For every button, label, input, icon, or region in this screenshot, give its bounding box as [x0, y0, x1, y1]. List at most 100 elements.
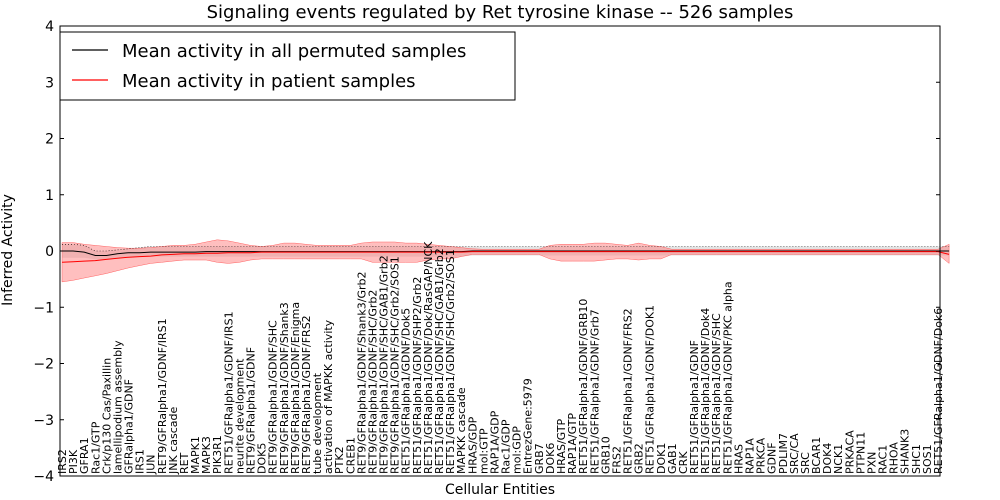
x-tick-label: RET51/GFRalpha1/GDNF: [688, 340, 701, 474]
x-tick-label: Rac1/GTP: [89, 421, 102, 474]
x-tick-label: tube development: [311, 372, 324, 474]
x-tick-label: SOS1: [921, 444, 934, 474]
x-tick-label: GFRalpha1/GDNF: [123, 379, 136, 474]
x-tick-label: MAPK3: [200, 436, 213, 474]
x-tick-label: RET9/GFRalpha1/GDNF/SHC: [267, 320, 280, 474]
y-tick-label: −3: [33, 413, 54, 429]
y-axis-label: Inferred Activity: [0, 194, 16, 306]
y-tick-label: −1: [33, 300, 54, 316]
x-tick-label: RET: [178, 452, 191, 474]
x-tick-label: RET9/GFRalpha1/GDNF/Shank3/Grb2: [355, 272, 368, 475]
x-tick-label: RET51/GFRalpha1/GDNF/SHP2/Grb2: [411, 277, 424, 474]
x-tick-label: RET51/GFRalpha1/GDNF/SHC/Grb2/SOS1: [444, 249, 457, 474]
x-tick-label: MAPKK cascade: [455, 387, 468, 474]
legend: Mean activity in all permuted samples Me…: [59, 31, 516, 101]
y-tick-label: −2: [33, 357, 54, 373]
x-tick-label: PTPN11: [854, 432, 867, 474]
x-tick-label: RET51/GFRalpha1/GDNF/SHC: [710, 313, 723, 474]
x-tick-label: CRK: [677, 451, 690, 474]
x-tick-label: RET51/GFRalpha1/GDNF/Dok6: [932, 308, 945, 474]
y-tick-label: −4: [33, 469, 54, 485]
plot-frame: [59, 25, 941, 477]
x-tick-label: RET9/GFRalpha1/GDNF/SHC/GAB1/Grb2: [378, 255, 391, 474]
x-tick-label: CREB1: [344, 437, 357, 474]
x-tick-label: PTK2: [333, 446, 346, 474]
x-tick-label: MAPK1: [189, 436, 202, 474]
y-tick-label: 3: [45, 75, 54, 91]
x-tick-label: RET9/GFRalpha1/GDNF/IRS1: [156, 318, 169, 474]
x-tick-label: RAC1: [877, 445, 890, 474]
x-tick-label: RET51/GFRalpha1/GDNF/IRS1: [222, 311, 235, 474]
x-tick-label: PXN: [866, 452, 879, 474]
x-tick-label: HRAS/GTP: [555, 418, 568, 474]
x-tick-label: GFRA1: [78, 437, 91, 474]
x-tick-label: RAP1A/GTP: [566, 413, 579, 474]
legend-label-patient: Mean activity in patient samples: [122, 71, 416, 92]
x-tick-label: lamellipodium assembly: [111, 340, 124, 474]
x-tick-label: RET9/GFRalpha1/GDNF/Enigma: [289, 302, 302, 474]
x-tick-label: RET51/GFRalpha1/GDNF/GRB10: [577, 299, 590, 474]
x-tick-label: RAP1A: [744, 438, 757, 474]
x-tick-label: DOK6: [544, 443, 557, 474]
x-tick-label: GRB7: [533, 443, 546, 474]
line-permuted: [62, 250, 950, 256]
x-tick-label: FRS2: [610, 446, 623, 474]
x-tick-label: IRS1: [134, 449, 147, 474]
x-tick-label: RET51/GFRalpha1/GDNF/FRS2: [622, 308, 635, 474]
line-patient: [61, 251, 950, 263]
x-tick-label: GRB10: [599, 436, 612, 474]
x-tick-label: PRKACA: [843, 430, 856, 474]
x-tick-label: JUN: [145, 454, 158, 475]
x-tick-label: PDLIM7: [777, 433, 790, 474]
y-tick-label: 1: [45, 188, 54, 204]
x-tick-label: RET51/GFRalpha1/GDNF/PKC alpha: [721, 281, 734, 474]
legend-label-permuted: Mean activity in all permuted samples: [122, 41, 466, 62]
x-tick-label: Rac1/GDP: [500, 419, 513, 474]
x-tick-label: RET51/GFRalpha1/GDNF/Grb7: [588, 309, 601, 474]
band-patient: [61, 239, 950, 283]
x-tick-label: RET51/GFRalpha1/GDNF/Dok/RasGAP/NCK: [422, 241, 435, 474]
x-tick-label: GRB2: [633, 443, 646, 474]
y-ticks: −4 −3 −2 −1 0 1 2 3 4: [33, 19, 940, 485]
y-tick-label: 0: [45, 244, 54, 260]
x-tick-label: PIK3R1: [211, 435, 224, 474]
x-tick-label: SRC: [799, 452, 812, 474]
x-tick-label: RET51/GFRalpha1/GDNF/Dok4: [699, 308, 712, 474]
x-tick-label: IRS2: [56, 449, 69, 474]
x-tick-label: RET9/GFRalpha1/GDNF/SHC/Grb2: [367, 290, 380, 474]
x-tick-label: mol:GTP: [477, 428, 490, 474]
x-tick-label: PRKCA: [755, 437, 768, 474]
confidence-bands: [61, 239, 950, 283]
x-tick-label: NCK1: [832, 444, 845, 474]
x-tick-label: RAP1A/GDP: [489, 410, 502, 474]
x-tick-label: RET51/GFRalpha1/GDNF/Dok5: [400, 308, 413, 474]
x-tick-label: HRAS/GDP: [466, 416, 479, 474]
x-tick-label: PI3K: [67, 449, 80, 474]
x-tick-label: mol:GDP: [511, 426, 524, 474]
y-tick-label: 4: [45, 19, 54, 35]
x-tick-label: RET9/GFRalpha1/GDNF/FRS2: [300, 315, 313, 474]
x-tick-label: SRC/CA: [788, 433, 801, 474]
x-tick-label: neurite development: [233, 358, 246, 474]
legend-box: [59, 31, 516, 101]
series-lines: [61, 244, 950, 263]
x-tick-label: DOK5: [256, 443, 269, 474]
x-tick-label: GDNF: [766, 442, 779, 474]
x-tick-label: JNK cascade: [167, 407, 180, 475]
x-tick-label: DOK4: [821, 443, 834, 474]
x-tick-label: RET51/GFRalpha1/GDNF/SHC/GAB1/Grb2: [433, 248, 446, 474]
x-tick-label: activation of MAPKK activity: [322, 319, 335, 474]
x-tick-label: SHANK3: [899, 429, 912, 474]
x-tick-label: RET9/GFRalpha1/GDNF: [245, 347, 258, 474]
x-axis-label: Cellular Entities: [445, 482, 555, 498]
x-tick-label: RHOA: [888, 442, 901, 474]
x-tick-label: RET9/GFRalpha1/GDNF/Shank3: [278, 302, 291, 474]
x-tick-label: HRAS: [732, 444, 745, 474]
x-tick-label: BCAR1: [810, 437, 823, 474]
x-tick-label: DOK1: [655, 443, 668, 474]
x-tick-label: RET51/GFRalpha1/GDNF/DOK1: [644, 305, 657, 474]
x-tick-label: EntrezGene:5979: [522, 378, 535, 474]
